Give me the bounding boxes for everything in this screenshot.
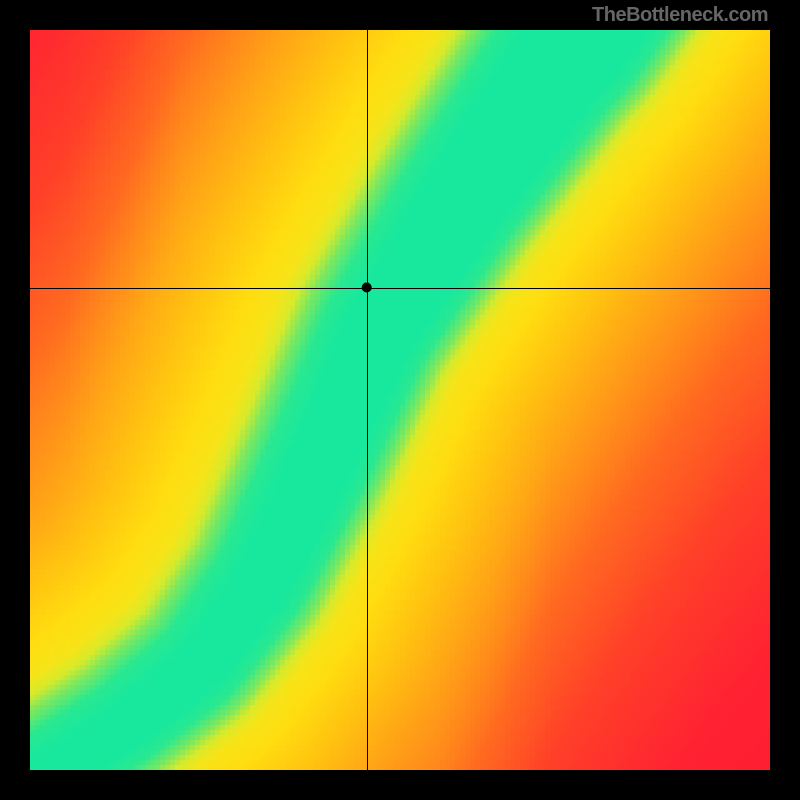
- crosshair-overlay: [0, 0, 800, 800]
- watermark-text: TheBottleneck.com: [592, 4, 768, 27]
- chart-container: { "watermark": "TheBottleneck.com", "cha…: [0, 0, 800, 800]
